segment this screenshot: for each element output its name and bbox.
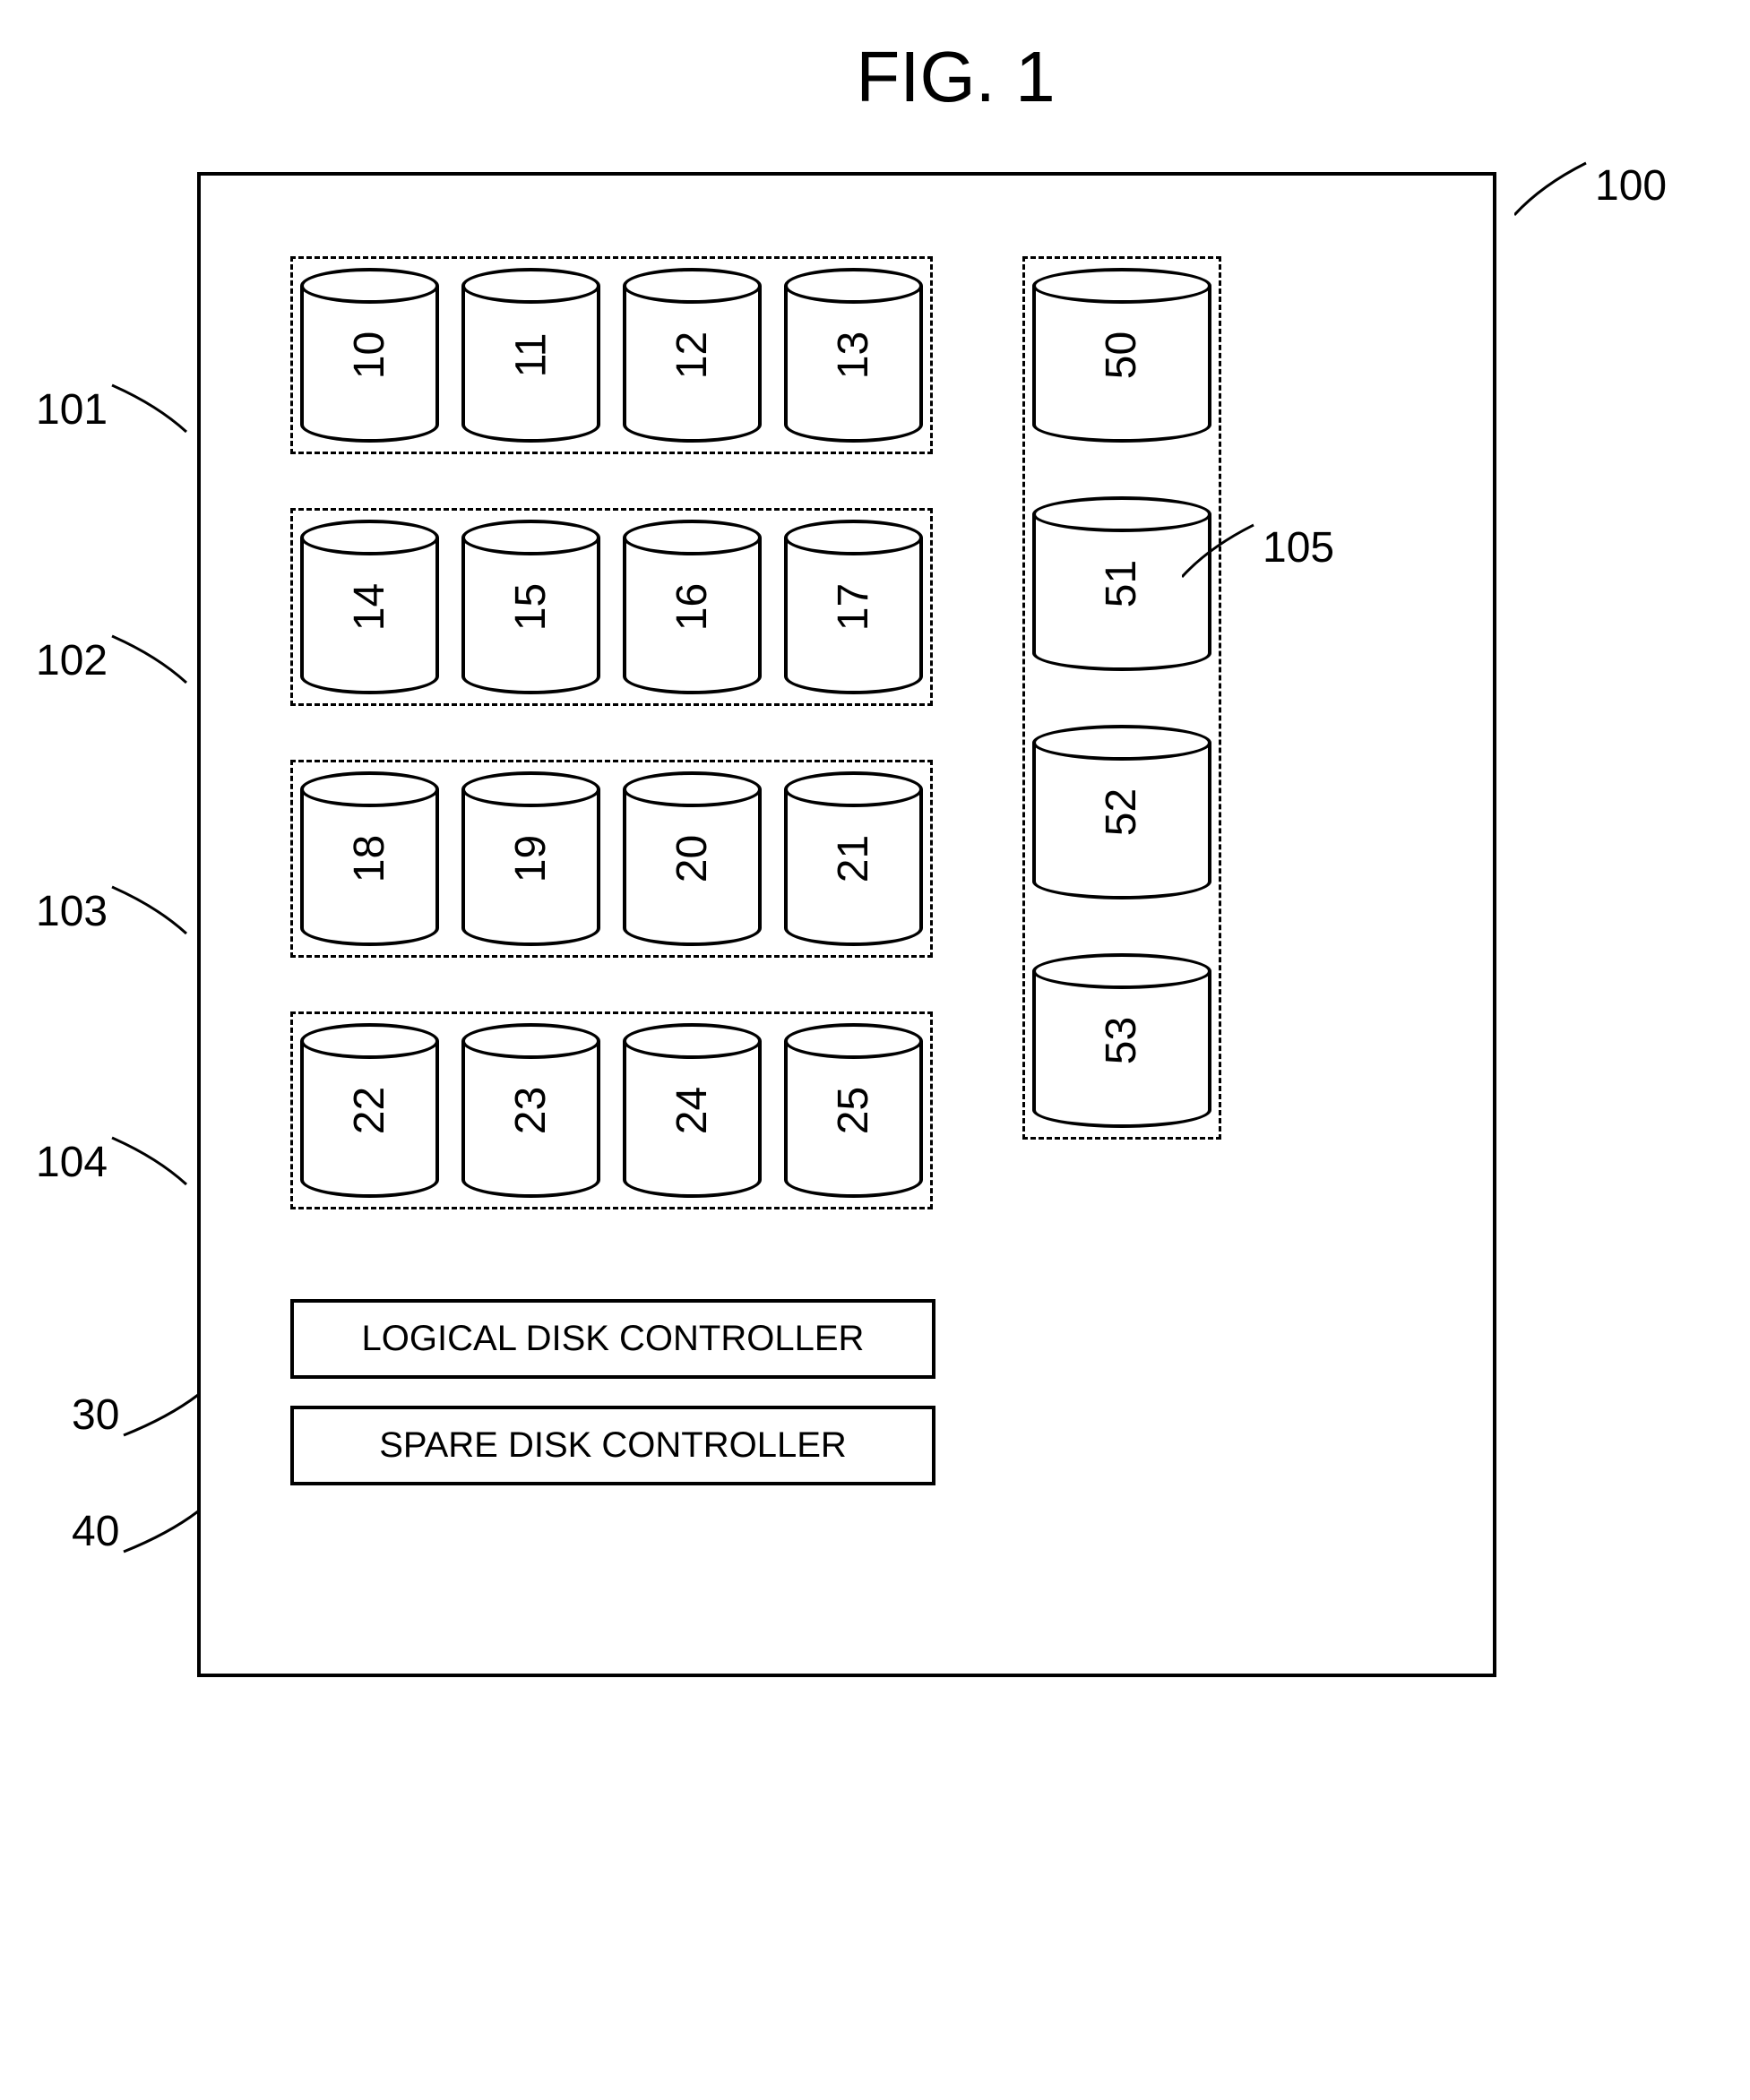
spare-cylinder: 51: [1032, 496, 1211, 671]
disk-cylinder: 23: [461, 1023, 600, 1198]
disk-group-spare: 50 51 52 53: [1022, 256, 1221, 1140]
disk-cylinder: 12: [623, 268, 762, 443]
disk-label: 16: [668, 583, 717, 631]
disk-label: 50: [1097, 331, 1146, 379]
lead-line-icon: [108, 880, 188, 942]
disk-label: 53: [1097, 1017, 1146, 1064]
ref-label-spare-controller: 40: [72, 1502, 200, 1556]
disk-label: 13: [829, 331, 878, 379]
ref-label-row-2: 103: [36, 880, 188, 942]
ref-label-row-0: 101: [36, 378, 188, 441]
disk-label: 20: [668, 835, 717, 882]
disk-label: 19: [506, 835, 556, 882]
disk-cylinder: 25: [784, 1023, 923, 1198]
figure-container: 100 10 11 12 13 14 15 16: [197, 172, 1714, 1677]
logical-disk-controller-box: LOGICAL DISK CONTROLLER: [290, 1299, 935, 1379]
spare-cylinder: 52: [1032, 725, 1211, 899]
disk-label: 14: [345, 583, 394, 631]
lead-line-icon: [1182, 516, 1263, 579]
disk-label: 18: [345, 835, 394, 882]
disk-label: 10: [345, 331, 394, 379]
disk-label: 21: [829, 835, 878, 882]
lead-line-icon: [119, 1502, 200, 1556]
disk-label: 15: [506, 583, 556, 631]
lead-line-icon: [108, 378, 188, 441]
lead-line-icon: [108, 1131, 188, 1193]
ref-label-logical-controller: 30: [72, 1386, 200, 1440]
page: FIG. 1 100 10 11 12 13 14: [36, 36, 1714, 1677]
controllers-area: LOGICAL DISK CONTROLLER SPARE DISK CONTR…: [290, 1299, 935, 1485]
device-box: 10 11 12 13 14 15 16 17 18: [197, 172, 1496, 1677]
figure-title: FIG. 1: [36, 36, 1714, 118]
ref-label-row-3: 104: [36, 1131, 188, 1193]
disk-cylinder: 13: [784, 268, 923, 443]
disk-cylinder: 15: [461, 520, 600, 694]
main-disk-columns: 10 11 12 13 14 15 16 17 18: [290, 256, 933, 1209]
disk-cylinder: 24: [623, 1023, 762, 1198]
spare-disk-column: 50 51 52 53: [1022, 256, 1221, 1209]
lead-line-icon: [119, 1386, 200, 1440]
ref-text-row-0: 101: [36, 385, 108, 435]
disk-label: 11: [506, 333, 556, 378]
disk-label: 51: [1097, 560, 1146, 607]
disk-label: 17: [829, 583, 878, 631]
disk-group-row-2: 18 19 20 21: [290, 760, 933, 958]
disk-cylinder: 20: [623, 771, 762, 946]
disk-label: 25: [829, 1087, 878, 1134]
ref-text-device: 100: [1595, 161, 1667, 211]
disk-label: 23: [506, 1087, 556, 1134]
disk-group-row-3: 22 23 24 25: [290, 1011, 933, 1209]
ref-text-logical: 30: [72, 1390, 119, 1440]
disk-area: 10 11 12 13 14 15 16 17 18: [290, 256, 1403, 1209]
spare-cylinder: 50: [1032, 268, 1211, 443]
disk-label: 24: [668, 1087, 717, 1134]
disk-cylinder: 21: [784, 771, 923, 946]
ref-text-row-2: 103: [36, 887, 108, 936]
disk-cylinder: 22: [300, 1023, 439, 1198]
disk-cylinder: 16: [623, 520, 762, 694]
disk-cylinder: 10: [300, 268, 439, 443]
spare-disk-controller-box: SPARE DISK CONTROLLER: [290, 1406, 935, 1485]
disk-cylinder: 18: [300, 771, 439, 946]
ref-text-row-3: 104: [36, 1138, 108, 1187]
disk-label: 12: [668, 331, 717, 379]
lead-line-icon: [1514, 154, 1595, 217]
disk-cylinder: 17: [784, 520, 923, 694]
ref-label-row-1: 102: [36, 629, 188, 692]
ref-label-device: 100: [1514, 154, 1667, 217]
disk-cylinder: 14: [300, 520, 439, 694]
disk-label: 52: [1097, 788, 1146, 836]
spare-cylinder: 53: [1032, 953, 1211, 1128]
ref-text-row-1: 102: [36, 636, 108, 685]
ref-text-spare: 105: [1263, 523, 1334, 572]
ref-text-spare-ctrl: 40: [72, 1507, 119, 1556]
disk-group-row-1: 14 15 16 17: [290, 508, 933, 706]
disk-group-row-0: 10 11 12 13: [290, 256, 933, 454]
disk-cylinder: 19: [461, 771, 600, 946]
disk-label: 22: [345, 1087, 394, 1134]
disk-cylinder: 11: [461, 268, 600, 443]
lead-line-icon: [108, 629, 188, 692]
ref-label-spare-group: 105: [1182, 516, 1334, 579]
